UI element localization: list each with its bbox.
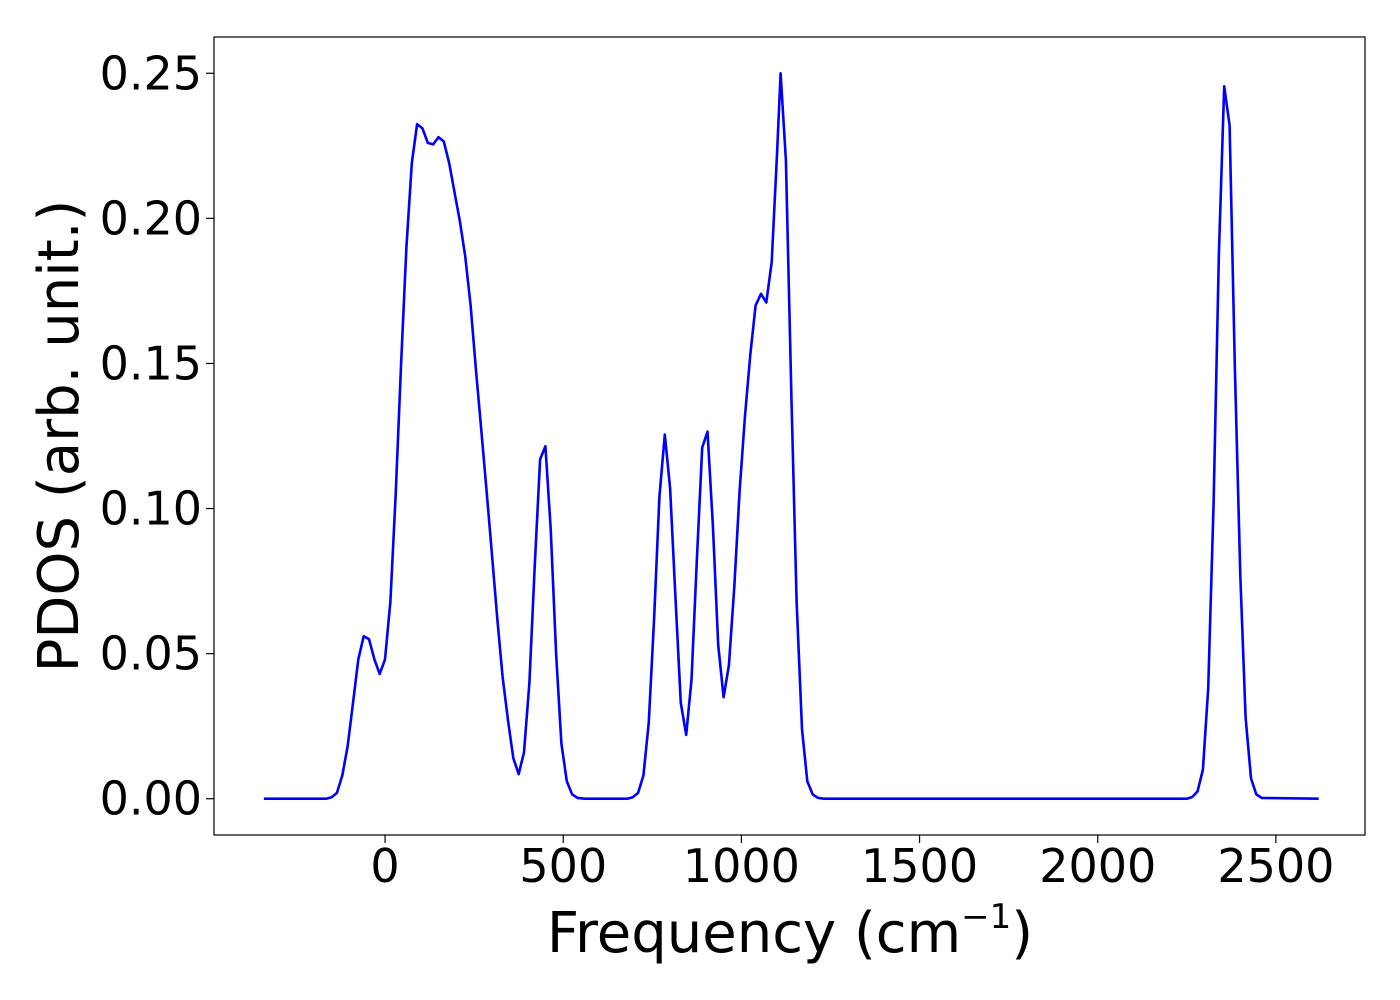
x-axis-ticks: 0 500 1000 1500 2000 2500 <box>370 835 1334 893</box>
y-tick-label: 0.20 <box>100 191 202 245</box>
x-tick-label: 2000 <box>1039 839 1156 893</box>
x-tick-label: 1500 <box>861 839 978 893</box>
x-tick-label: 2500 <box>1217 839 1334 893</box>
y-tick-label: 0.05 <box>100 627 202 681</box>
y-tick-label: 0.15 <box>100 336 202 390</box>
x-tick-label: 500 <box>519 839 607 893</box>
y-axis-ticks: 0.00 0.05 0.10 0.15 0.20 0.25 <box>100 46 214 826</box>
plot-frame <box>213 36 1366 836</box>
y-tick-label: 0.25 <box>100 46 202 100</box>
x-tick-label: 1000 <box>683 839 800 893</box>
y-tick-label: 0.10 <box>100 482 202 536</box>
y-axis-label: PDOS (arb. unit.) <box>27 200 92 673</box>
x-tick-label: 0 <box>370 839 399 893</box>
y-tick-label: 0.00 <box>100 772 202 826</box>
pdos-series-line <box>263 72 1319 800</box>
x-axis-label: Frequency (cm−1) <box>547 897 1033 966</box>
